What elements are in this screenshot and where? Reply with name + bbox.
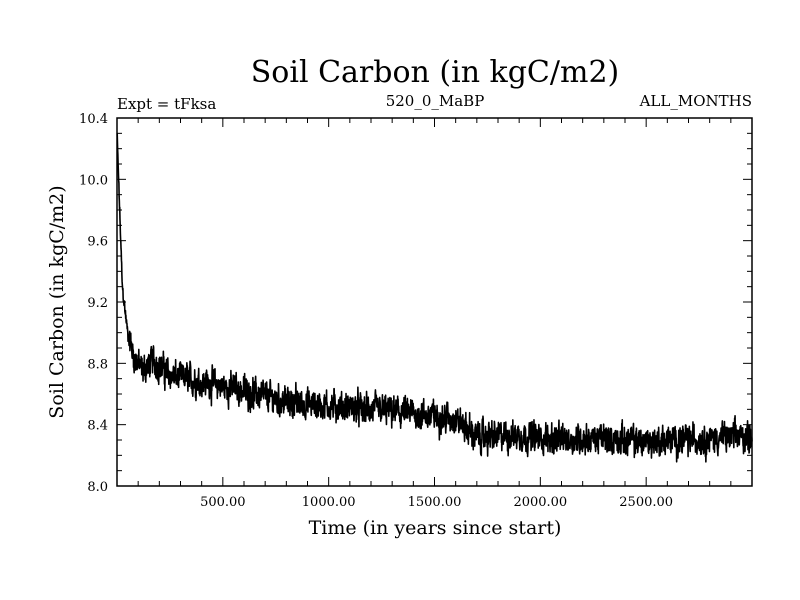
y-axis-label: Soil Carbon (in kgC/m2) [46, 185, 68, 418]
x-tick-label: 500.00 [200, 495, 246, 510]
x-tick-label: 2500.00 [619, 495, 673, 510]
plot-frame [116, 117, 753, 487]
y-tick-label: 8.8 [87, 357, 108, 372]
x-axis-ticks: 500.00 1000.00 1500.00 2000.00 2500.00 [137, 118, 732, 510]
y-tick-label: 10.0 [79, 173, 108, 188]
y-tick-label: 8.0 [87, 480, 108, 495]
x-tick-label: 1000.00 [302, 495, 356, 510]
y-tick-label: 8.4 [87, 419, 108, 434]
chart-title: Soil Carbon (in kgC/m2) [251, 55, 619, 90]
months-label: ALL_MONTHS [639, 92, 752, 110]
y-axis-ticks: 8.0 8.4 8.8 9.2 9.6 10.0 10.4 [79, 112, 752, 495]
y-tick-label: 9.2 [87, 296, 108, 311]
x-axis-label: Time (in years since start) [309, 517, 562, 539]
x-tick-label: 1500.00 [408, 495, 462, 510]
y-tick-label: 10.4 [79, 112, 108, 127]
data-series [116, 132, 753, 463]
series-line [116, 132, 753, 463]
period-label: 520_0_MaBP [386, 92, 485, 110]
y-tick-label: 9.6 [87, 235, 108, 250]
x-tick-label: 2000.00 [513, 495, 567, 510]
experiment-label: Expt = tFksa [117, 95, 216, 113]
